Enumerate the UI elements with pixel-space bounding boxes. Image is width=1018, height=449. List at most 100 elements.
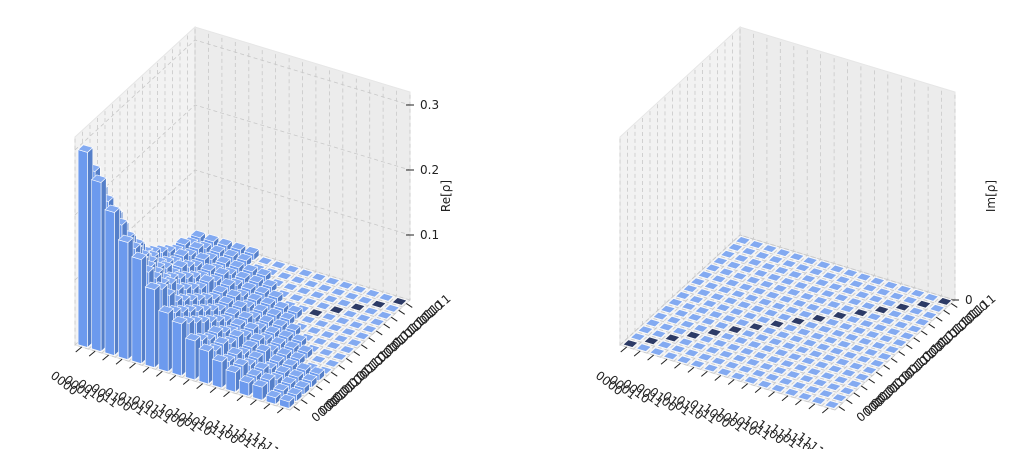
bar-top (718, 350, 734, 359)
bar-top (376, 310, 393, 320)
z-tick-label: 0 (965, 293, 973, 307)
bar (848, 361, 864, 371)
y-tick (293, 406, 301, 411)
bar (806, 285, 823, 294)
bar (342, 309, 359, 319)
bar-top (785, 288, 802, 297)
bar-top (857, 337, 874, 346)
bar-top (751, 369, 767, 378)
bar (830, 329, 847, 338)
bar (327, 323, 344, 332)
bar-top (688, 295, 705, 304)
bar-top (636, 343, 652, 352)
x-tick (714, 375, 722, 381)
bar-top (288, 293, 305, 302)
bar-top (346, 338, 363, 347)
bar (361, 324, 378, 334)
bar-top (313, 319, 330, 328)
bar-top (171, 315, 188, 325)
bar-top (863, 348, 879, 357)
y-tick (345, 358, 353, 363)
bar (309, 290, 326, 300)
bar-top (222, 248, 239, 258)
bar-top (652, 311, 669, 321)
bar-top (296, 286, 312, 295)
bar (752, 351, 769, 360)
x-tick (115, 358, 123, 365)
bar (301, 297, 318, 306)
bar (622, 339, 639, 348)
bar (676, 355, 693, 365)
bar-top (703, 363, 719, 373)
bar (733, 336, 749, 345)
bar-top (330, 287, 347, 297)
bar (848, 279, 865, 289)
bar (303, 279, 320, 289)
bar-top (306, 326, 323, 335)
bar-top (307, 308, 324, 317)
bar-top (297, 268, 314, 278)
bar (637, 325, 654, 335)
bar (896, 285, 913, 294)
bar-top (754, 251, 771, 260)
bar (775, 330, 791, 340)
bar (337, 280, 354, 290)
bar (745, 358, 761, 367)
bar-top (748, 322, 764, 331)
panel: 0Im[ρ]0000000100100011010001010110011110… (593, 25, 999, 449)
bar (875, 287, 892, 297)
bar-top (908, 306, 924, 316)
bar (908, 306, 924, 316)
bar (767, 255, 784, 264)
bar-top (91, 174, 107, 183)
bar-top (830, 329, 847, 338)
grid-line (619, 234, 956, 346)
bar-top (771, 366, 788, 375)
bar (831, 311, 848, 320)
bar (891, 338, 908, 347)
bar (794, 263, 811, 272)
bar (754, 251, 771, 260)
bar-top (328, 305, 345, 315)
bar (296, 286, 312, 295)
bar (778, 295, 794, 304)
bar (225, 364, 242, 393)
x-tick (660, 358, 668, 365)
bar-top (849, 344, 866, 353)
grid-line (679, 82, 896, 356)
bar (707, 310, 724, 319)
bar (772, 284, 789, 293)
bar-top (131, 251, 148, 261)
y-tick (300, 399, 308, 405)
bar-top (739, 265, 756, 274)
x-tick (727, 379, 735, 385)
bar-top (259, 372, 276, 381)
bar-top (224, 306, 240, 316)
bar (710, 356, 727, 366)
bar (839, 386, 855, 395)
bar-top (894, 302, 911, 312)
bar-top (255, 343, 272, 352)
bar-top (936, 297, 953, 306)
bar (658, 322, 675, 332)
bar-top (878, 334, 894, 343)
bar (698, 335, 715, 344)
x-tick (182, 379, 190, 385)
bar (370, 300, 387, 309)
bar (893, 320, 909, 330)
bar-top (683, 348, 700, 358)
bar-top (743, 375, 760, 385)
bar-top (719, 332, 736, 341)
bar (746, 258, 763, 267)
bar-top (357, 295, 374, 305)
y-tick (338, 364, 346, 370)
bar (781, 341, 797, 350)
bar (878, 334, 894, 343)
bar (914, 317, 930, 327)
bar (840, 368, 857, 378)
bar-top (757, 297, 774, 307)
x-tick (263, 403, 271, 410)
bar-top (819, 371, 836, 380)
bar-top (839, 304, 856, 313)
y-tick (360, 344, 368, 350)
